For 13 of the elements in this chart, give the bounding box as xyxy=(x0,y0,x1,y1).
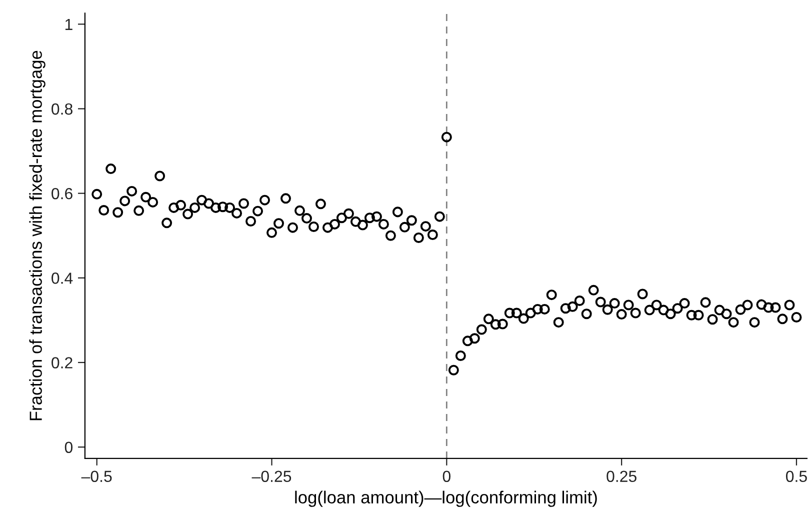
y-tick-label: 0.2 xyxy=(52,357,72,368)
y-tick-label: 0.6 xyxy=(52,188,72,200)
x-tick-label: 0.5 xyxy=(786,470,807,482)
x-tick-label: –0.25 xyxy=(252,470,292,482)
x-axis-title: log(loan amount)—log(conforming limit) xyxy=(295,490,597,507)
x-tick-label: –0.5 xyxy=(81,470,112,482)
x-tick-label: 0.25 xyxy=(606,470,636,482)
y-tick-label: 0.4 xyxy=(52,272,73,284)
y-axis-title: Fraction of transactions with fixed-rate mortgage xyxy=(29,50,46,420)
y-tick-label: 0 xyxy=(64,442,73,454)
y-tick-label: 1 xyxy=(65,18,72,30)
y-tick-label: 0.8 xyxy=(52,103,72,115)
x-tick-label: 0 xyxy=(442,470,450,482)
